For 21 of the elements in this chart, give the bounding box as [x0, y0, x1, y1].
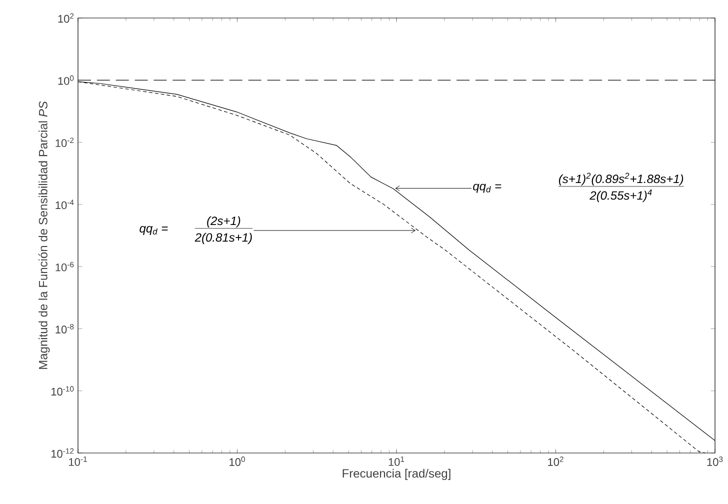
y-tick-label: 10$^{-4}$: [56, 200, 74, 210]
x-tick-label: 10$^{2}$: [548, 456, 564, 466]
x-tick-label: 10$^{3}$: [707, 456, 723, 466]
x-tick-label: 10$^{0}$: [230, 456, 245, 466]
y-tick-label: 10$^{-2}$: [56, 138, 74, 148]
annotation: qq$_{d}$ =: [473, 184, 502, 193]
y-tick-label: 10$^{0}$: [58, 75, 74, 85]
y-axis-title: Magnitud de la Función de Sensibilidad Parcial PS: [38, 101, 50, 369]
annotation: 2(0.55s+1)$^{4}$: [590, 190, 652, 202]
annotation: (s+1)$^{2}$(0.89s$^{2}$+1.88s+1): [558, 172, 684, 186]
x-tick-label: 10$^{1}$: [388, 456, 404, 466]
y-tick-label: 10$^{-10}$: [51, 386, 74, 396]
x-axis-title: Frecuencia [rad/seg]: [342, 468, 450, 480]
y-tick-label: 10$^{-8}$: [56, 324, 74, 334]
x-tick-label: 10$^{-1}$: [69, 456, 87, 466]
y-tick-label: 10$^{2}$: [58, 13, 74, 23]
y-tick-label: 10$^{-6}$: [56, 262, 74, 272]
annotation: qq$_{d}$ =: [140, 226, 168, 235]
annotation: 2(0.81s+1): [194, 232, 252, 244]
annotation: (2s+1): [207, 216, 240, 228]
y-tick-label: 10$^{-12}$: [51, 448, 74, 458]
